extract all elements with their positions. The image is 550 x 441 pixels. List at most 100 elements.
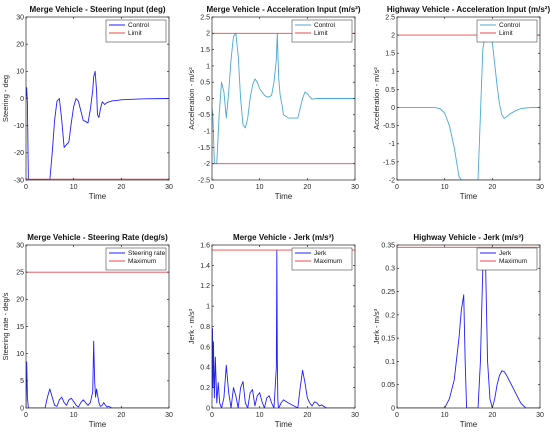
x-tick-label: 10	[70, 184, 78, 191]
legend-entry: Jerk	[499, 250, 512, 257]
x-tick-label: 20	[303, 412, 311, 419]
y-tick-label: 2.5	[385, 14, 395, 21]
y-tick-label: 0.25	[381, 289, 395, 296]
legend-entry: Control	[499, 22, 521, 29]
chart-1: 0 10 20 30 -30 -20 -10 0 10 20 30 Merge Vehicle - S…	[1, 5, 173, 201]
chart-6: 0 10 20 30 0 0.05 0.1 0.15 0.2 0.25 0.3 0.35 Highway…	[372, 233, 544, 429]
y-tick-label: 1.4	[200, 263, 210, 270]
y-tick-label: -30	[14, 177, 24, 184]
axes-box	[396, 244, 541, 409]
y-tick-label: -1.5	[198, 145, 210, 152]
y-tick-label: 1.5	[385, 51, 395, 58]
axes-box	[396, 16, 541, 181]
y-tick-label: 30	[16, 14, 24, 21]
y-tick-label: 0	[20, 405, 24, 412]
y-tick-label: 0.35	[381, 242, 395, 249]
x-axis-label: Time	[460, 192, 478, 201]
legend-entry: Maximum	[314, 258, 342, 265]
y-tick-label: 0	[20, 96, 24, 103]
plot-area	[397, 245, 540, 408]
series-line-1	[212, 32, 355, 165]
x-axis-label: Time	[89, 420, 107, 429]
x-tick-label: 10	[256, 412, 264, 419]
x-tick-label: 20	[488, 412, 496, 419]
x-tick-label: 0	[24, 184, 28, 191]
y-tick-label: -2	[204, 161, 210, 168]
y-axis-label: Acceleration - m/s²	[187, 67, 196, 130]
y-tick-label: 0.4	[200, 365, 210, 372]
x-tick-label: 30	[351, 184, 359, 191]
chart-2: 0 10 20 30 -2.5 -2 -1.5 -1 -0.5 0 0.5 1 1.5 2 2.5Merge…	[187, 5, 361, 201]
series-line-1	[26, 340, 169, 408]
plot-area	[397, 17, 540, 180]
y-tick-label: 2.5	[200, 14, 210, 21]
y-tick-label: -20	[14, 150, 24, 157]
y-tick-label: 0.2	[200, 385, 210, 392]
chart-title: Highway Vehicle - Acceleration Input (m/…	[387, 5, 550, 14]
y-tick-label: 1	[206, 304, 210, 311]
x-axis-label: Time	[460, 420, 478, 429]
x-tick-label: 20	[488, 184, 496, 191]
y-tick-label: 25	[16, 270, 24, 277]
y-tick-label: 1	[391, 69, 395, 76]
y-tick-label: 5	[20, 378, 24, 385]
y-tick-label: 30	[16, 242, 24, 249]
chart-title: Merge Vehicle - Steering Rate (deg/s)	[27, 233, 168, 242]
legend-entry: Maximum	[128, 258, 156, 265]
legend-entry: Control	[128, 22, 150, 29]
y-axis-label: Steering rate - deg/s	[1, 292, 10, 360]
y-tick-label: 0.3	[385, 266, 395, 273]
y-tick-label: -1	[204, 129, 210, 136]
y-tick-label: -0.5	[198, 112, 210, 119]
y-tick-label: -1.5	[383, 159, 395, 166]
x-tick-label: 10	[441, 412, 449, 419]
y-axis-label: Steering - deg	[1, 75, 10, 122]
x-tick-label: 30	[351, 412, 359, 419]
x-axis-label: Time	[275, 420, 293, 429]
x-tick-label: 10	[70, 412, 78, 419]
x-tick-label: 0	[395, 184, 399, 191]
series-line-1	[26, 70, 169, 180]
y-tick-label: -1	[389, 141, 395, 148]
y-tick-label: 20	[16, 297, 24, 304]
x-tick-label: 0	[395, 412, 399, 419]
y-tick-label: 0.6	[200, 344, 210, 351]
y-axis-label: Jerk - m/s³	[187, 308, 196, 344]
series-line-1	[212, 249, 355, 408]
y-tick-label: 1.6	[200, 242, 210, 249]
y-tick-label: 0.05	[381, 382, 395, 389]
y-axis-label: Jerk - m/s³	[372, 308, 381, 344]
x-axis-label: Time	[89, 192, 107, 201]
y-tick-label: 0	[206, 405, 210, 412]
chart-title: Merge Vehicle - Acceleration Input (m/s²…	[207, 5, 361, 14]
y-tick-label: 0.1	[385, 359, 395, 366]
legend-entry: Control	[314, 22, 336, 29]
x-tick-label: 0	[24, 412, 28, 419]
x-tick-label: 10	[441, 184, 449, 191]
x-tick-label: 20	[303, 184, 311, 191]
y-tick-label: 0.15	[381, 336, 395, 343]
legend-entry: Maximum	[499, 258, 527, 265]
chart-title: Merge Vehicle - Steering Input (deg)	[29, 5, 165, 14]
x-axis-label: Time	[275, 192, 293, 201]
legend-entry: Limit	[499, 30, 513, 37]
y-axis-label: Acceleration - m/s²	[372, 67, 381, 130]
legend-entry: Steering rate	[128, 250, 166, 257]
y-tick-label: 0	[391, 105, 395, 112]
x-tick-label: 0	[210, 412, 214, 419]
x-tick-label: 10	[256, 184, 264, 191]
y-tick-label: 10	[16, 69, 24, 76]
x-tick-label: 20	[117, 184, 125, 191]
y-tick-label: 1	[206, 63, 210, 70]
y-tick-label: -0.5	[383, 123, 395, 130]
y-tick-label: 20	[16, 42, 24, 49]
y-tick-label: 0	[391, 405, 395, 412]
y-tick-label: 1.2	[200, 283, 210, 290]
